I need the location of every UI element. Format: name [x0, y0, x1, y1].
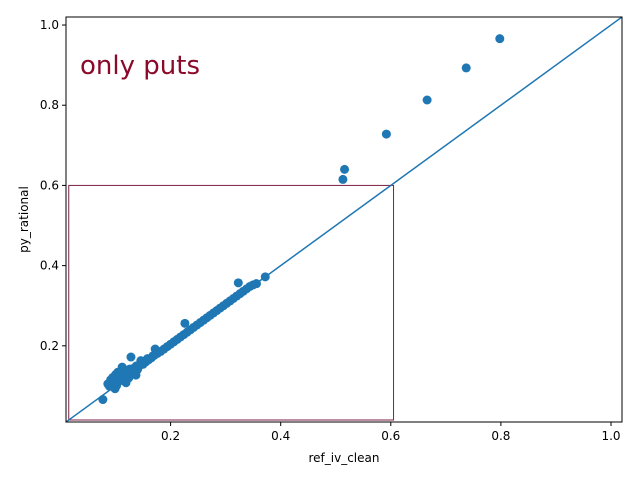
x-tick-label: 0.2 — [161, 429, 180, 443]
y-tick-label: 0.4 — [40, 259, 59, 273]
scatter-point — [495, 34, 505, 44]
annotation-layer: only puts — [80, 51, 200, 81]
x-axis-label: ref_iv_clean — [309, 451, 380, 465]
highlight-box-layer — [68, 184, 395, 421]
y-axis-label: py_rational — [17, 186, 31, 253]
scatter-point — [180, 318, 190, 328]
y-tick-label: 0.6 — [40, 178, 59, 192]
scatter-point — [422, 95, 432, 105]
y-tick-label: 0.2 — [40, 339, 59, 353]
scatter-point — [381, 129, 391, 139]
scatter-point — [133, 364, 143, 374]
y-tick-label: 0.8 — [40, 98, 59, 112]
scatter-point — [98, 395, 108, 405]
annotation-only-puts: only puts — [80, 51, 200, 81]
scatter-point — [248, 280, 258, 290]
axes-frame — [65, 16, 623, 423]
scatter-point — [233, 278, 243, 288]
x-tick-label: 0.8 — [491, 429, 510, 443]
x-tick-label: 1.0 — [601, 429, 620, 443]
axes-layer — [65, 16, 623, 423]
scatter-point — [338, 174, 348, 184]
ticks-layer: 0.2 0.4 0.6 0.8 1.0 0.2 0.4 0.6 0.8 1.0 — [40, 18, 621, 443]
scatter-point — [148, 351, 158, 361]
x-tick-label: 0.4 — [271, 429, 290, 443]
highlight-box — [68, 184, 395, 421]
scatter-point — [112, 381, 122, 391]
scatter-point — [126, 352, 136, 362]
scatter-point — [340, 164, 350, 174]
x-tick-label: 0.6 — [381, 429, 400, 443]
scatter-point — [260, 272, 270, 282]
scatter-point — [461, 63, 471, 73]
points-layer — [98, 34, 505, 405]
y-tick-label: 1.0 — [40, 18, 59, 32]
